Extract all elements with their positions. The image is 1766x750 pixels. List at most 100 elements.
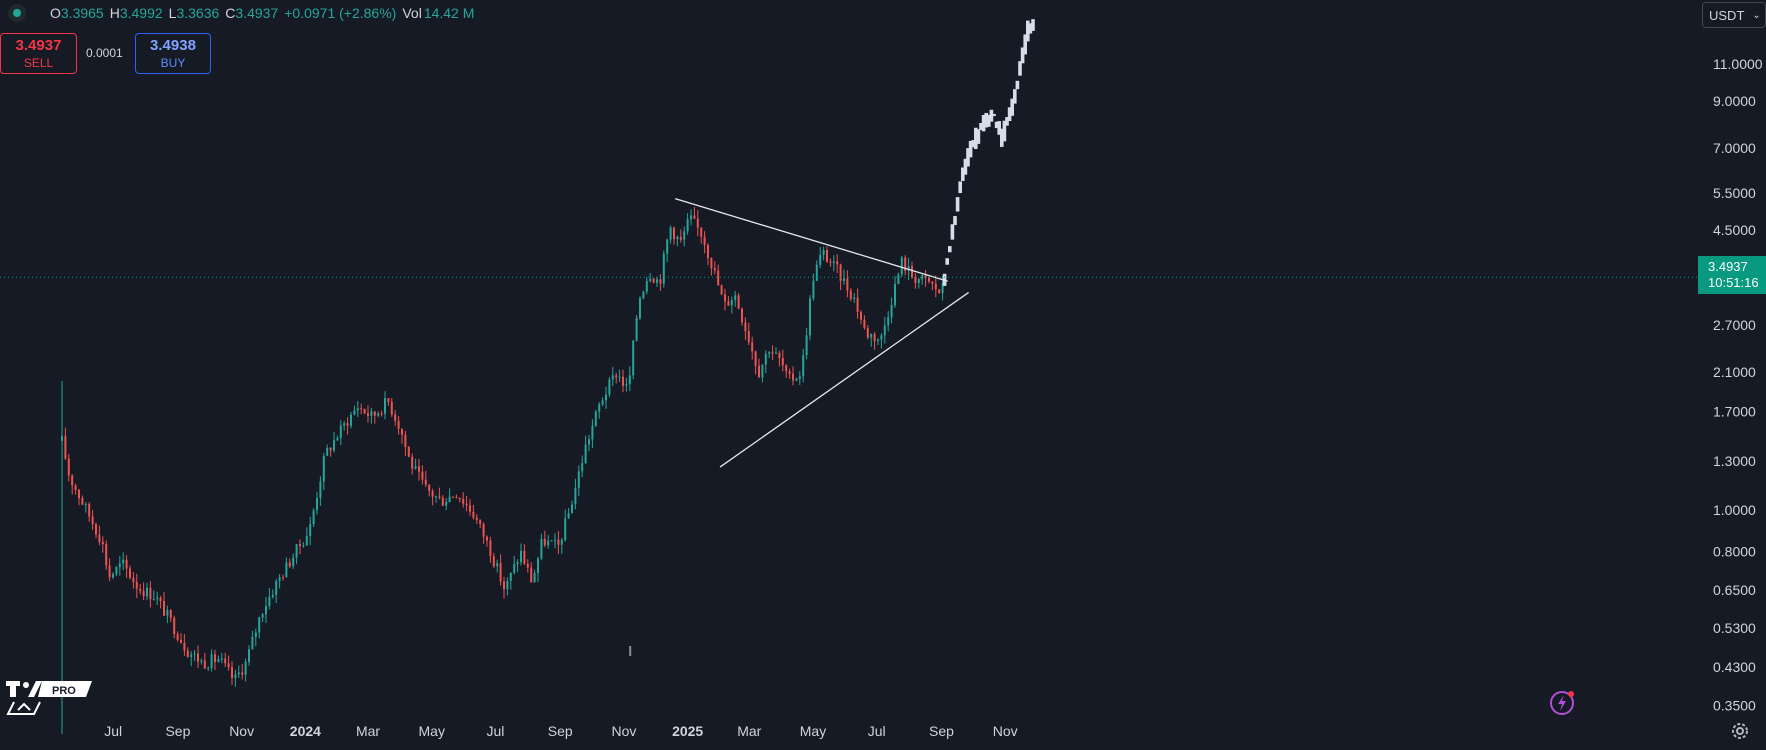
candle-body (149, 587, 152, 600)
candle-body (261, 614, 264, 618)
projection-candle (1023, 34, 1028, 55)
candle-body (581, 463, 584, 472)
candle-body (377, 413, 380, 416)
candle-body (125, 559, 128, 569)
candle-body (608, 379, 611, 395)
candle-body (275, 581, 278, 595)
projection-candle (945, 258, 950, 265)
candle-body (778, 352, 781, 359)
candle-body (105, 544, 108, 566)
candle-body (489, 540, 492, 557)
candle-body (683, 231, 686, 240)
candle-body (438, 496, 441, 498)
candle-body (193, 653, 196, 655)
buy-button[interactable]: 3.4938 BUY (135, 33, 211, 74)
candle-body (560, 540, 563, 545)
candle-body (115, 566, 118, 575)
candle-body (768, 352, 771, 354)
candle-body (693, 215, 696, 219)
candle-body (781, 358, 784, 366)
candle-body (234, 674, 237, 678)
candle-body (686, 219, 689, 232)
projection-candle (1010, 98, 1015, 116)
candle-body (917, 279, 920, 283)
candle-body (849, 290, 852, 299)
tradingview-logo[interactable]: PRO (6, 680, 94, 723)
volume-value: 14.42 M (423, 5, 475, 21)
candle-body (798, 376, 801, 379)
candle-body (700, 227, 703, 237)
candle-body (673, 227, 675, 240)
candle-body (904, 257, 907, 271)
candle-body (659, 279, 662, 284)
candle-body (81, 498, 84, 505)
projection-candle (961, 167, 965, 182)
projection-candle (997, 121, 1002, 135)
candle-body (537, 558, 539, 573)
candle-body (775, 352, 777, 354)
candle-body (180, 639, 182, 643)
candle-body (67, 458, 70, 476)
candle-body (326, 447, 329, 456)
sell-button[interactable]: 3.4937 SELL (0, 33, 77, 74)
candle-body (479, 519, 482, 524)
candle-body (336, 438, 339, 441)
candle-body (475, 517, 478, 520)
candle-body (346, 423, 349, 426)
projection-candle (1028, 23, 1033, 34)
candle-body (190, 654, 193, 658)
high-value: 3.4992 (119, 5, 163, 21)
candle-body (584, 444, 587, 464)
candle-body (625, 384, 628, 386)
candle-body (197, 653, 199, 662)
pro-badge: PRO (52, 685, 76, 697)
candle-body (139, 588, 142, 591)
candle-body (98, 534, 101, 542)
candle-body (911, 266, 913, 277)
candle-body (176, 634, 179, 640)
candle-body (343, 423, 346, 426)
settings-icon[interactable] (1729, 720, 1751, 747)
candle-body (295, 544, 298, 558)
candle-body (135, 582, 138, 589)
buy-label: BUY (160, 56, 186, 70)
candle-body (448, 496, 451, 503)
candle-body (207, 667, 210, 669)
candle-body (635, 318, 638, 341)
candle-body (703, 236, 706, 246)
candle-body (737, 295, 740, 309)
candle-body (271, 594, 274, 597)
resistance-trendline (674, 198, 948, 282)
candle-body (839, 264, 842, 281)
candle-body (220, 658, 223, 660)
candle-body (696, 218, 699, 228)
projection-candle (948, 246, 952, 253)
volume-label: Vol (402, 5, 422, 21)
candle-body (91, 516, 94, 525)
market-status-icon[interactable] (8, 4, 26, 22)
projection-candle (963, 158, 968, 175)
flash-icon[interactable] (1548, 688, 1580, 725)
x-tick-label: Sep (929, 723, 954, 739)
candle-body (299, 544, 301, 547)
buy-price: 3.4938 (150, 37, 196, 54)
candle-body (356, 408, 359, 411)
candle-body (200, 660, 203, 662)
candle-body (108, 565, 111, 578)
candle-body (231, 667, 233, 678)
projection-candle (968, 140, 973, 158)
candle-body (424, 479, 427, 485)
last-price-label: 3.4937 10:51:16 (1698, 256, 1766, 294)
candle-body (788, 371, 791, 374)
candle-body (407, 446, 410, 457)
candle-body (642, 291, 645, 299)
projection-candle (979, 123, 983, 130)
candle-body (129, 568, 131, 578)
candle-body (533, 572, 536, 583)
candle-body (832, 261, 835, 263)
candle-body (166, 610, 169, 616)
candle-body (639, 298, 641, 319)
currency-selector[interactable]: USDT ⌄ (1702, 2, 1766, 28)
candle-body (183, 642, 186, 651)
